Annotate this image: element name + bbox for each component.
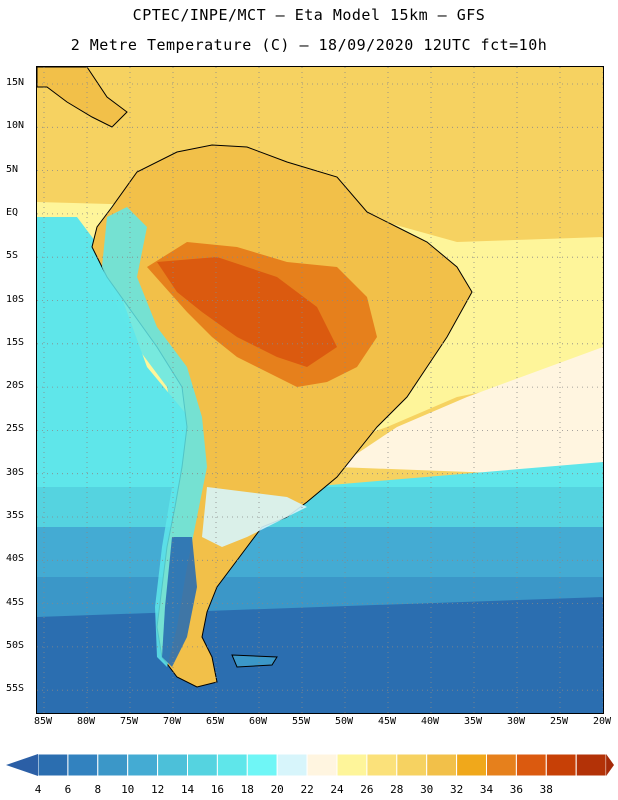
- colorbar-label: 38: [539, 783, 553, 796]
- colorbar-label: 8: [94, 783, 102, 796]
- colorbar-max-arrow: [606, 754, 614, 776]
- colorbar-label: 6: [64, 783, 72, 796]
- colorbar-label: 14: [180, 783, 195, 796]
- lon-tick-label: 50W: [334, 716, 354, 727]
- map-canvas: [37, 67, 603, 713]
- colorbar-min-arrow: [6, 754, 38, 776]
- lon-tick-label: 55W: [291, 716, 311, 727]
- lon-tick-label: 25W: [549, 716, 569, 727]
- lon-tick-label: 20W: [592, 716, 612, 727]
- lat-tick-label: 30S: [6, 466, 25, 478]
- lat-tick-label: 40S: [6, 553, 25, 565]
- colorbar-label: 4: [34, 783, 42, 796]
- colorbar-label: 24: [330, 783, 344, 796]
- lon-tick-label: 70W: [162, 716, 182, 727]
- lat-tick-label: 50S: [6, 639, 25, 651]
- colorbar-swatch: [37, 753, 69, 777]
- colorbar-label: 18: [240, 783, 254, 796]
- colorbar-swatch: [157, 753, 189, 777]
- colorbar-swatch: [456, 753, 488, 777]
- colorbar-swatch: [486, 753, 517, 777]
- colorbar-label: 34: [479, 783, 494, 796]
- lat-tick-label: 10S: [6, 293, 25, 305]
- lon-tick-label: 35W: [463, 716, 483, 727]
- lat-tick-label: 20S: [6, 380, 25, 392]
- lat-tick-label: 15S: [6, 336, 25, 348]
- lon-tick-label: 75W: [119, 716, 139, 727]
- colorbar-label: 28: [390, 783, 404, 796]
- colorbar-swatch: [187, 753, 218, 777]
- central-america-land: [37, 67, 128, 128]
- temperature-map: [36, 66, 604, 714]
- chart-title-line2: 2 Metre Temperature (C) – 18/09/2020 12U…: [70, 36, 548, 54]
- lat-tick-label: 45S: [6, 596, 25, 608]
- colorbar-label: 10: [121, 783, 135, 796]
- chart-title-line1: CPTEC/INPE/MCT – Eta Model 15km – GFS: [132, 6, 486, 24]
- lon-tick-label: 85W: [33, 716, 53, 727]
- southern-ocean-band: [37, 597, 603, 713]
- colorbar-label: 22: [300, 783, 314, 796]
- lat-tick-label: 10N: [6, 120, 25, 132]
- lat-tick-label: 55S: [6, 683, 25, 695]
- colorbar-swatch: [97, 753, 129, 777]
- falkland-islands: [231, 654, 278, 668]
- colorbar-label: 16: [210, 783, 225, 796]
- colorbar-swatch: [545, 753, 577, 777]
- colorbar-swatch: [426, 753, 458, 777]
- colorbar-label: 12: [150, 783, 165, 796]
- lon-tick-label: 40W: [420, 716, 440, 727]
- lat-tick-label: 35S: [6, 510, 25, 521]
- colorbar-label: 30: [420, 783, 434, 796]
- colorbar-label: 36: [509, 783, 524, 796]
- lon-tick-label: 65W: [205, 716, 225, 727]
- colorbar-swatch: [216, 753, 248, 777]
- colorbar-swatch: [127, 753, 159, 777]
- colorbar-label: 26: [360, 783, 374, 796]
- colorbar: [6, 753, 614, 777]
- lat-tick-label: 15N: [6, 77, 25, 88]
- lat-tick-label: 5S: [6, 250, 19, 262]
- lat-tick-label: 25S: [6, 423, 25, 435]
- colorbar-label: 32: [449, 783, 464, 796]
- lon-tick-label: 30W: [506, 716, 526, 727]
- southern-cone-cool-region: [202, 487, 307, 547]
- colorbar-swatch: [306, 753, 338, 777]
- colorbar-swatch: [67, 753, 99, 777]
- lon-tick-label: 45W: [377, 716, 397, 727]
- colorbar-label: 20: [270, 783, 284, 796]
- colorbar-swatch: [366, 753, 398, 777]
- colorbar-swatch: [336, 753, 368, 777]
- colorbar-swatch: [276, 753, 308, 777]
- lat-tick-label: EQ: [6, 206, 19, 218]
- lon-tick-label: 60W: [248, 716, 268, 727]
- lon-tick-label: 80W: [76, 716, 96, 727]
- colorbar-swatch: [515, 753, 547, 777]
- colorbar-swatch: [396, 753, 428, 777]
- colorbar-swatch: [575, 753, 607, 777]
- colorbar-swatch: [246, 753, 278, 777]
- lat-tick-label: 5N: [6, 163, 19, 175]
- hottest-interior-region: [157, 257, 337, 367]
- warm-ocean-band: [337, 347, 603, 477]
- patagonia-cold-region: [162, 537, 197, 667]
